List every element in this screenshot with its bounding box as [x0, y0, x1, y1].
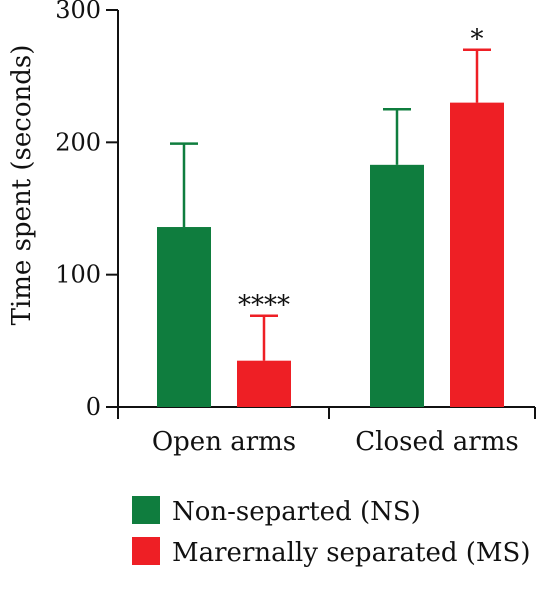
error-bars — [170, 48, 491, 361]
legend-label-0: Non-separted (NS) — [172, 497, 421, 527]
significance-label: * — [471, 25, 484, 55]
y-tick-label: 200 — [55, 128, 101, 156]
y-tick-label: 100 — [55, 261, 101, 289]
y-tick-label: 300 — [55, 0, 101, 24]
bar-0-1 — [237, 360, 291, 407]
bar-0-0 — [157, 227, 211, 407]
significance-label: **** — [238, 291, 290, 321]
category-label: Closed arms — [355, 427, 518, 457]
bars — [157, 102, 504, 407]
legend-swatch-0 — [132, 496, 160, 524]
legend-swatch-1 — [132, 537, 160, 565]
bar-1-0 — [370, 164, 424, 407]
category-labels: Open arms Closed arms — [152, 427, 519, 457]
y-axis-title: Time spent (seconds) — [7, 45, 37, 326]
significance-labels: ***** — [238, 25, 484, 321]
legend: Non-separted (NS) Marernally separated (M… — [132, 496, 530, 568]
y-tick-label: 0 — [86, 393, 101, 421]
category-label: Open arms — [152, 427, 296, 457]
bar-1-1 — [450, 102, 504, 407]
legend-label-1: Marernally separated (MS) — [172, 538, 530, 568]
